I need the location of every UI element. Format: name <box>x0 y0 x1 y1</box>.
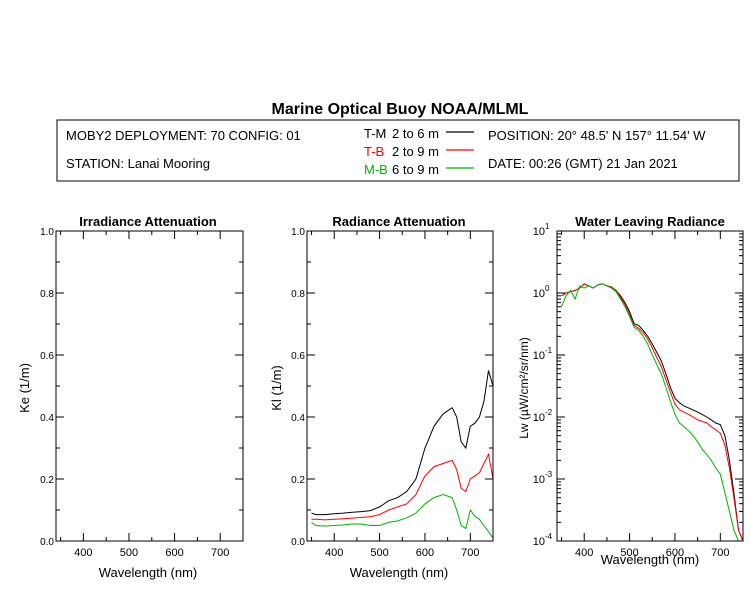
y-tick-exponent: -3 <box>545 470 553 479</box>
legend: T-M 2 to 6 m T-B 2 to 9 m M-B 6 to 9 m <box>364 126 474 177</box>
series-line-t-m <box>311 370 493 516</box>
y-tick-label: 10 <box>533 536 545 548</box>
x-tick-label: 500 <box>120 547 138 559</box>
date-text: DATE: 00:26 (GMT) 21 Jan 2021 <box>488 156 678 171</box>
y-tick-exponent: 1 <box>545 222 550 231</box>
y-tick-label: 1.0 <box>40 227 54 238</box>
x-axis-label: Wavelength (nm) <box>601 552 700 567</box>
y-tick-label: 0.0 <box>291 537 305 548</box>
y-tick-exponent: -2 <box>545 408 553 417</box>
series-line-m-b <box>311 493 493 539</box>
x-tick-label: 400 <box>325 547 343 559</box>
x-tick-label: 600 <box>165 547 183 559</box>
y-axis-label: Ke (1/m) <box>17 363 32 413</box>
y-tick-label: 0.8 <box>291 289 305 300</box>
x-axis-label: Wavelength (nm) <box>99 565 198 580</box>
chart-title: Radiance Attenuation <box>332 214 465 229</box>
y-tick-label: 0.6 <box>291 351 305 362</box>
y-tick-label: 10 <box>533 412 545 424</box>
y-tick-label: 10 <box>533 350 545 362</box>
series-line-t-b <box>311 452 493 521</box>
position-text: POSITION: 20° 48.5' N 157° 11.54' W <box>488 128 706 143</box>
legend-code-tb: T-B <box>364 144 384 159</box>
x-axis-label: Wavelength (nm) <box>350 565 449 580</box>
x-tick-label: 600 <box>666 547 684 559</box>
y-tick-label: 0.0 <box>40 537 54 548</box>
plot-frame <box>55 230 244 542</box>
legend-range-tm: 2 to 6 m <box>392 126 439 141</box>
x-tick-label: 700 <box>461 547 479 559</box>
y-tick-label: 10 <box>533 288 545 300</box>
x-tick-label: 500 <box>370 547 388 559</box>
legend-code-mb: M-B <box>364 162 388 177</box>
y-tick-label: 10 <box>533 226 545 238</box>
legend-range-mb: 6 to 9 m <box>392 162 439 177</box>
x-tick-label: 700 <box>711 547 729 559</box>
chart-title: Irradiance Attenuation <box>79 214 217 229</box>
deployment-text: MOBY2 DEPLOYMENT: 70 CONFIG: 01 <box>66 128 301 143</box>
y-tick-label: 1.0 <box>291 227 305 238</box>
y-tick-label: 10 <box>533 474 545 486</box>
y-tick-label: 0.8 <box>40 289 54 300</box>
chart-irradiance-attenuation: Irradiance Attenuation Wavelength (nm) K… <box>17 214 244 580</box>
x-tick-label: 500 <box>620 547 638 559</box>
station-text: STATION: Lanai Mooring <box>66 156 210 171</box>
x-tick-label: 400 <box>74 547 92 559</box>
main-title: Marine Optical Buoy NOAA/MLML <box>272 101 529 118</box>
legend-code-tm: T-M <box>364 126 386 141</box>
y-tick-exponent: -4 <box>545 532 553 541</box>
x-tick-label: 400 <box>575 547 593 559</box>
y-tick-label: 0.4 <box>40 413 54 424</box>
y-tick-label: 0.2 <box>291 475 305 486</box>
y-axis-label: Kl (1/m) <box>269 365 284 411</box>
x-tick-label: 700 <box>211 547 229 559</box>
series-line-t-m <box>561 283 743 541</box>
info-box <box>56 119 740 182</box>
chart-title: Water Leaving Radiance <box>575 214 725 229</box>
plot-frame <box>556 230 744 542</box>
series-line-t-b <box>561 283 743 541</box>
chart-radiance-attenuation: Radiance Attenuation Wavelength (nm) Kl … <box>269 214 494 580</box>
y-tick-exponent: -1 <box>545 346 553 355</box>
plot-frame <box>306 230 494 542</box>
legend-range-tb: 2 to 9 m <box>392 144 439 159</box>
y-tick-label: 0.6 <box>40 351 54 362</box>
x-tick-label: 600 <box>416 547 434 559</box>
chart-water-leaving-radiance: Water Leaving Radiance Wavelength (nm) L… <box>517 214 744 567</box>
y-tick-label: 0.2 <box>40 475 54 486</box>
y-tick-exponent: 0 <box>545 284 550 293</box>
series-line-m-b <box>561 283 743 541</box>
y-tick-label: 0.4 <box>291 413 305 424</box>
y-axis-label: Lw (µW/cm²/sr/nm) <box>517 337 531 439</box>
